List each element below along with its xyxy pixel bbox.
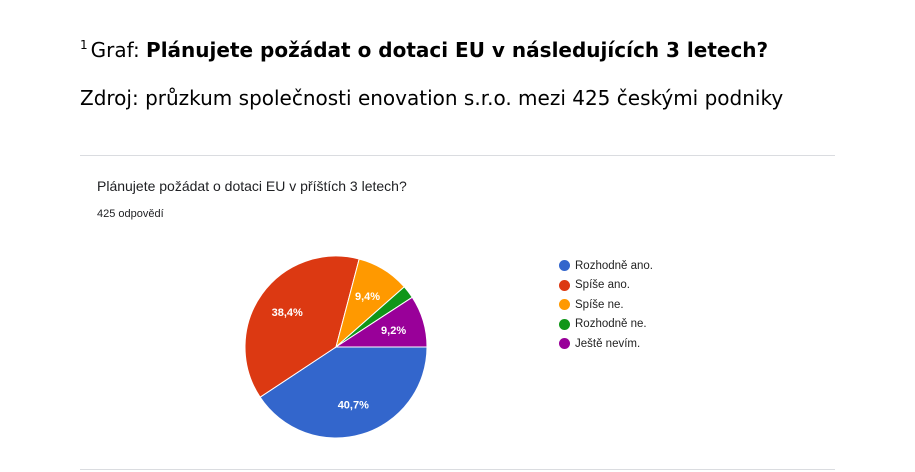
pie-slice [244,255,360,398]
legend-item: Spíše ne. [559,295,653,315]
footnote-mark: 1 [80,38,88,52]
heading-title: Plánujete požádat o dotaci EU v následuj… [146,38,769,62]
legend-item: Rozhodně ano. [559,256,653,276]
slice-label: 9,4% [355,291,380,303]
card-divider-top [80,155,835,156]
legend-label: Spíše ano. [575,279,630,292]
pie-slice [334,296,428,348]
chart-legend: Rozhodně ano. Spíše ano. Spíše ne. Rozhodně… [559,256,653,354]
legend-item: Spíše ano. [559,276,653,296]
legend-label: Rozhodně ano. [575,259,654,272]
slice-label: 38,4% [272,307,303,319]
legend-label: Ještě nevím. [575,337,641,350]
card-divider-bottom [80,469,835,470]
chart-heading: 1 Graf: Plánujete požádat o dotaci EU v n… [80,38,768,62]
legend-item: Rozhodně ne. [559,315,653,335]
legend-swatch [559,299,570,311]
question-title: Plánujete požádat o dotaci EU v příštích… [97,178,407,194]
heading-prefix: Graf: [90,38,140,62]
legend-swatch [559,318,570,330]
source-line: Zdroj: průzkum společnosti enovation s.r… [80,86,784,110]
legend-label: Rozhodně ne. [575,318,647,331]
legend-swatch [559,260,570,272]
response-count: 425 odpovědí [97,208,164,220]
slice-label: 40,7% [338,400,369,412]
slice-label: 9,2% [381,325,406,337]
legend-item: Ještě nevím. [559,334,653,354]
legend-swatch [559,338,570,350]
legend-label: Spíše ne. [575,298,624,311]
legend-swatch [559,279,570,291]
